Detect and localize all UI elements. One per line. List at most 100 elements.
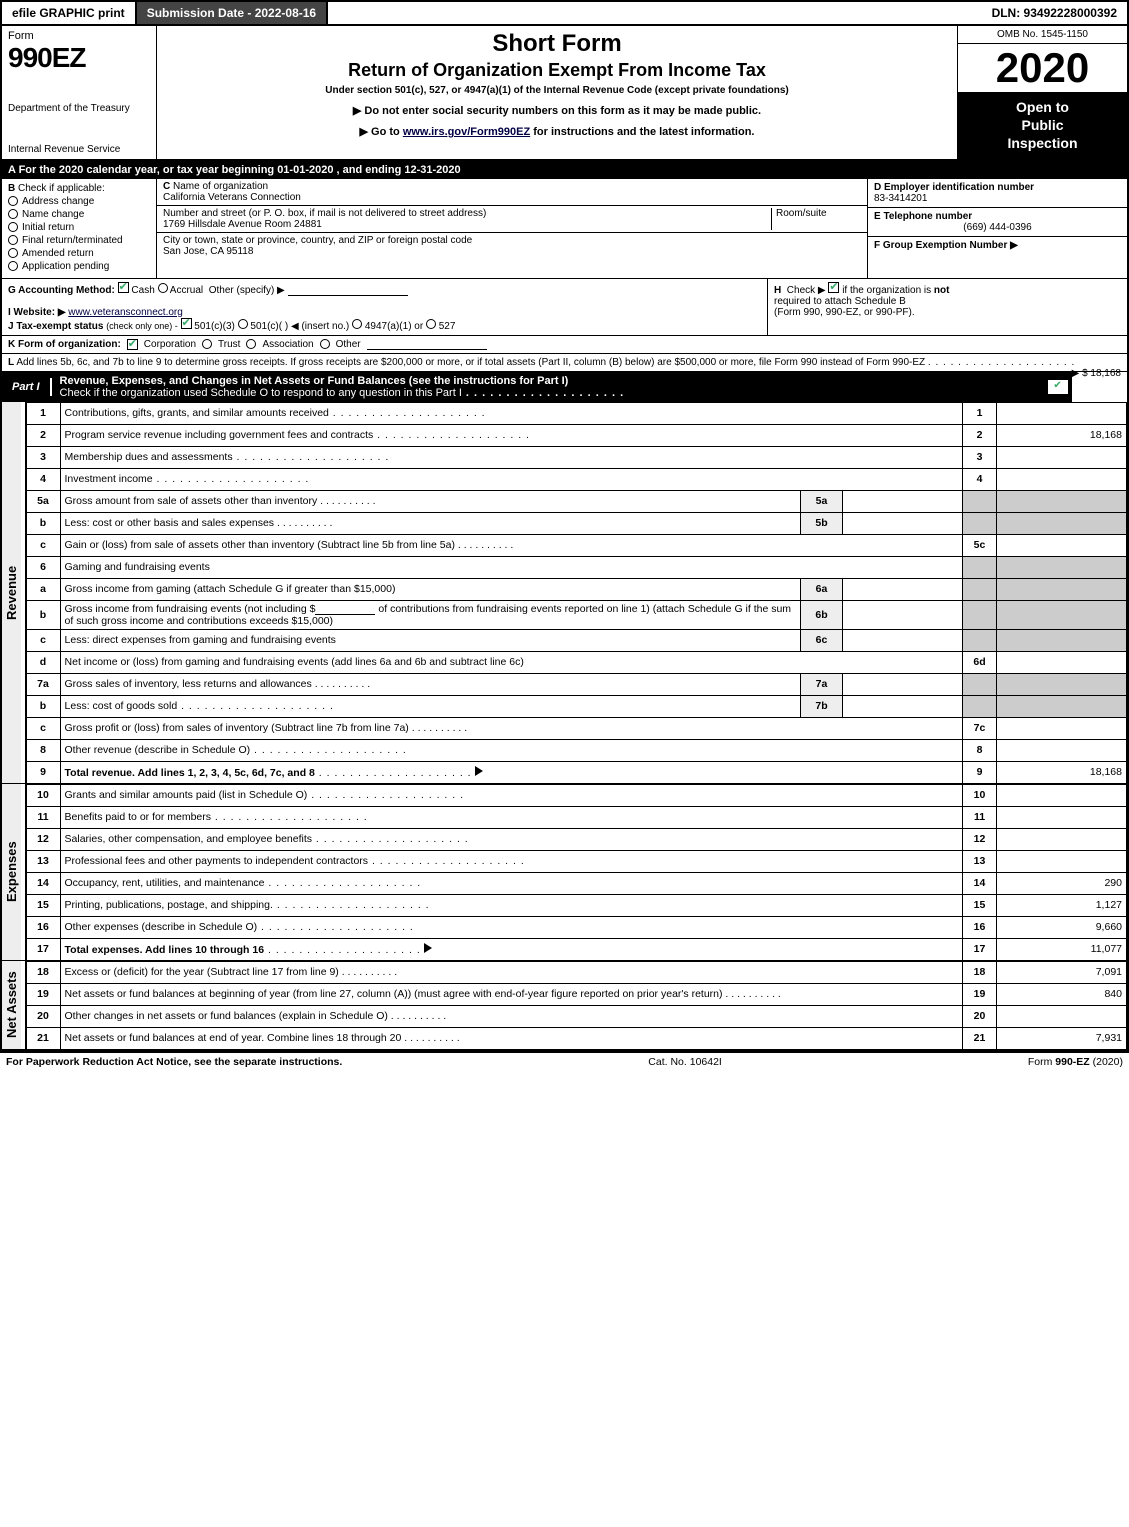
f-label: F Group Exemption Number ▶ [874,240,1018,251]
efile-print-button[interactable]: efile GRAPHIC print [2,2,137,24]
line-20: 20Other changes in net assets or fund ba… [26,1005,1126,1027]
l19-num: 19 [26,983,60,1005]
netassets-side: Net Assets [2,961,26,1050]
chk-other-org[interactable] [320,339,330,349]
l5a-greyval [997,490,1127,512]
l7b-text: Less: cost of goods sold [65,700,178,712]
l18-val: 7,091 [997,961,1127,983]
line-9: 9Total revenue. Add lines 1, 2, 3, 4, 5c… [26,761,1126,783]
l5c-text: Gain or (loss) from sale of assets other… [65,539,455,551]
chk-corp[interactable] [127,339,138,350]
info-block: B Check if applicable: Address change Na… [2,179,1127,279]
l7a-sv [843,673,963,695]
chk-sched-b[interactable] [828,282,839,293]
l18-num: 18 [26,961,60,983]
chk-address-change[interactable]: Address change [8,196,150,207]
irs-link[interactable]: www.irs.gov/Form990EZ [403,126,530,138]
l16-text: Other expenses (describe in Schedule O) [65,921,258,933]
j-hint: (check only one) - [106,321,178,331]
part-1-subtitle: Check if the organization used Schedule … [60,387,462,399]
g-accrual: Accrual [170,285,203,296]
header-right: OMB No. 1545-1150 2020 Open to Public In… [957,26,1127,159]
j-insert: ◀ (insert no.) [291,321,349,332]
inspect-1: Open to [1016,99,1069,115]
k-other: Other [336,339,361,350]
l15-num: 15 [26,894,60,916]
l6b-grey [963,600,997,629]
opt-initial-return: Initial return [22,222,74,233]
expenses-label: Expenses [2,784,21,960]
expenses-side: Expenses [2,784,26,961]
l12-val [997,828,1127,850]
d-label: D Employer identification number [874,182,1034,193]
l9-num: 9 [26,761,60,783]
form-990ez-page: efile GRAPHIC print Submission Date - 20… [0,0,1129,1052]
line-11: 11Benefits paid to or for members11 [26,806,1126,828]
j-501c: 501(c)( ) [250,321,288,332]
l8-rnum: 8 [963,739,997,761]
footer-mid: Cat. No. 10642I [648,1056,722,1068]
netassets-section: Net Assets 18Excess or (deficit) for the… [2,961,1127,1050]
l9-rnum: 9 [963,761,997,783]
chk-cash[interactable] [118,282,129,293]
section-def: D Employer identification number 83-3414… [867,179,1127,278]
revenue-section: Revenue 1Contributions, gifts, grants, a… [2,402,1127,784]
org-name: California Veterans Connection [163,192,301,203]
chk-527[interactable] [426,319,436,329]
k-label: K Form of organization: [8,339,121,350]
j-501c3: 501(c)(3) [194,321,235,332]
chk-amended-return[interactable]: Amended return [8,248,150,259]
l10-num: 10 [26,784,60,806]
l5a-sn: 5a [801,490,843,512]
omb-number: OMB No. 1545-1150 [958,26,1127,44]
chk-501c[interactable] [238,319,248,329]
l6a-sn: 6a [801,578,843,600]
l17-num: 17 [26,938,60,960]
l-amount: ▶ $ 18,168 [1072,368,1121,379]
l6a-sv [843,578,963,600]
chk-final-return[interactable]: Final return/terminated [8,235,150,246]
page-footer: For Paperwork Reduction Act Notice, see … [0,1052,1129,1071]
line-6b: bGross income from fundraising events (n… [26,600,1126,629]
l6d-rnum: 6d [963,651,997,673]
c-label: C [163,181,170,192]
website-link[interactable]: www.veteransconnect.org [68,307,183,318]
footer-left: For Paperwork Reduction Act Notice, see … [6,1056,342,1068]
l19-text: Net assets or fund balances at beginning… [65,988,723,1000]
chk-application-pending[interactable]: Application pending [8,261,150,272]
chk-name-change[interactable]: Name change [8,209,150,220]
l21-rnum: 21 [963,1027,997,1049]
k-other-line[interactable] [367,339,487,350]
l15-text: Printing, publications, postage, and shi… [65,899,273,911]
l9-val: 18,168 [997,761,1127,783]
chk-initial-return[interactable]: Initial return [8,222,150,233]
l1-rnum: 1 [963,402,997,424]
l15-val: 1,127 [997,894,1127,916]
line-8: 8Other revenue (describe in Schedule O)8 [26,739,1126,761]
chk-trust[interactable] [202,339,212,349]
l5c-rnum: 5c [963,534,997,556]
room-suite: Room/suite [771,208,861,230]
g-other-line[interactable] [288,285,408,296]
k-corp: Corporation [144,339,196,350]
l10-text: Grants and similar amounts paid (list in… [65,789,308,801]
l6-num: 6 [26,556,60,578]
l12-num: 12 [26,828,60,850]
l2-rnum: 2 [963,424,997,446]
chk-assoc[interactable] [246,339,256,349]
chk-accrual[interactable] [158,283,168,293]
l21-val: 7,931 [997,1027,1127,1049]
l13-text: Professional fees and other payments to … [65,855,369,867]
row-l: L Add lines 5b, 6c, and 7b to line 9 to … [2,354,1127,372]
l21-num: 21 [26,1027,60,1049]
l11-rnum: 11 [963,806,997,828]
part-1-title: Revenue, Expenses, and Changes in Net As… [52,372,1048,402]
chk-501c3[interactable] [181,318,192,329]
chk-4947[interactable] [352,319,362,329]
l7a-text: Gross sales of inventory, less returns a… [65,678,312,690]
l8-text: Other revenue (describe in Schedule O) [65,744,251,756]
l6a-grey [963,578,997,600]
section-text: Under section 501(c), 527, or 4947(a)(1)… [165,85,949,96]
l2-text: Program service revenue including govern… [65,429,374,441]
part-1-checkbox[interactable]: ✔ [1048,380,1068,394]
